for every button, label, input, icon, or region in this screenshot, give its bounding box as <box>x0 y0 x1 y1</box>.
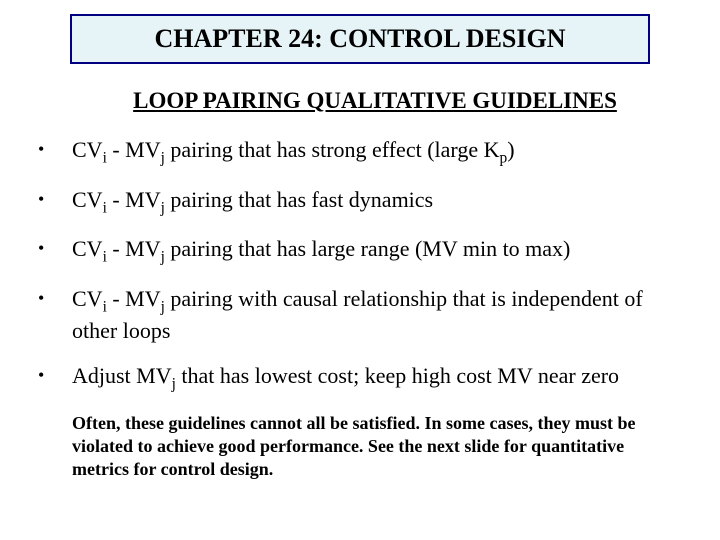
bullet-icon: • <box>38 235 72 260</box>
list-item: • CVi - MVj pairing with causal relation… <box>38 285 690 344</box>
chapter-title-box: CHAPTER 24: CONTROL DESIGN <box>70 14 650 64</box>
footer-note: Often, these guidelines cannot all be sa… <box>30 412 690 482</box>
chapter-title: CHAPTER 24: CONTROL DESIGN <box>84 24 636 54</box>
list-item: • CVi - MVj pairing that has fast dynami… <box>38 186 690 218</box>
bullet-text: CVi - MVj pairing with causal relationsh… <box>72 285 690 344</box>
section-subtitle: LOOP PAIRING QUALITATIVE GUIDELINES <box>30 88 690 114</box>
bullet-icon: • <box>38 285 72 310</box>
list-item: • Adjust MVj that has lowest cost; keep … <box>38 362 690 394</box>
list-item: • CVi - MVj pairing that has strong effe… <box>38 136 690 168</box>
bullet-text: CVi - MVj pairing that has large range (… <box>72 235 690 267</box>
bullet-text: Adjust MVj that has lowest cost; keep hi… <box>72 362 690 394</box>
bullet-icon: • <box>38 186 72 211</box>
guidelines-list: • CVi - MVj pairing that has strong effe… <box>30 136 690 394</box>
bullet-text: CVi - MVj pairing that has fast dynamics <box>72 186 690 218</box>
list-item: • CVi - MVj pairing that has large range… <box>38 235 690 267</box>
bullet-icon: • <box>38 362 72 387</box>
bullet-text: CVi - MVj pairing that has strong effect… <box>72 136 690 168</box>
bullet-icon: • <box>38 136 72 161</box>
